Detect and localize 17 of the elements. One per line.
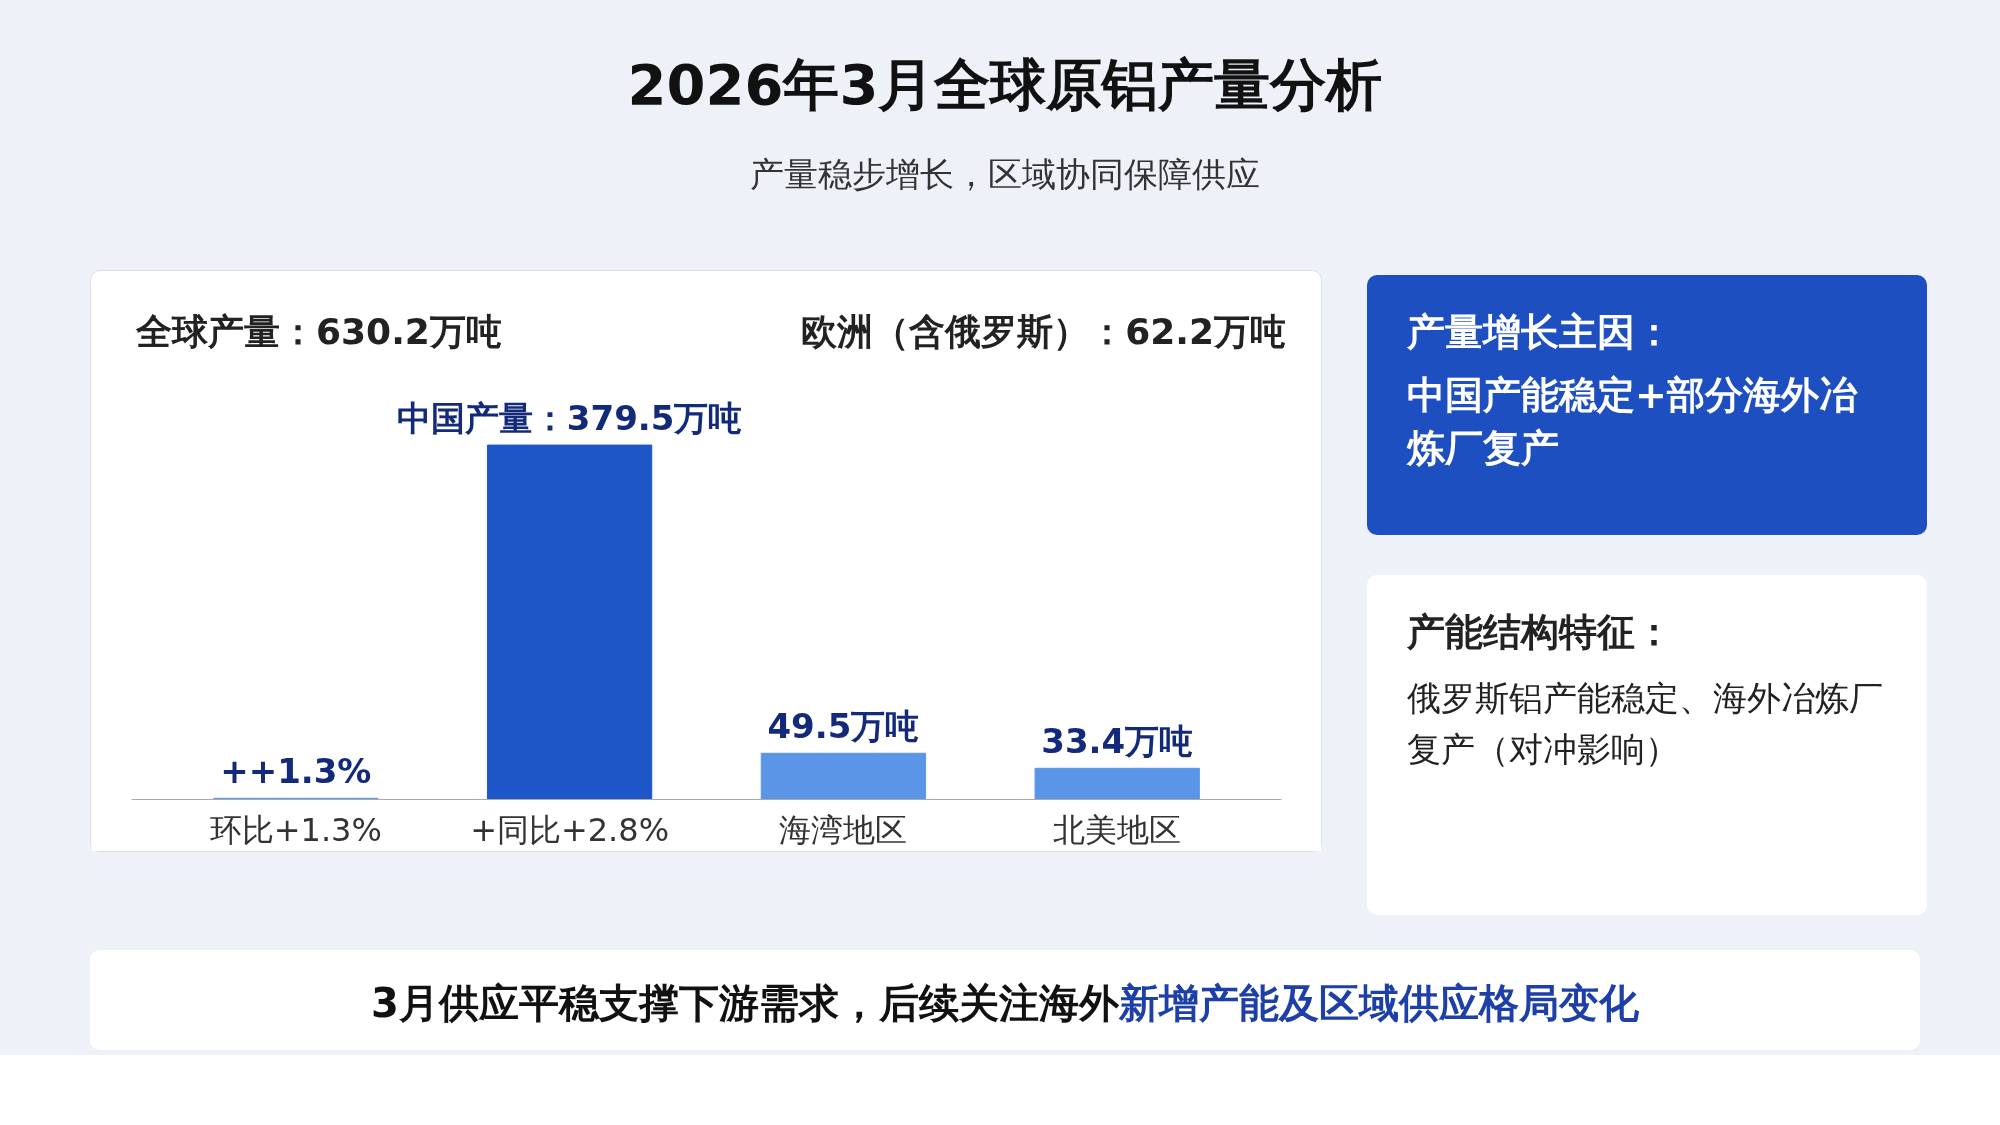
text: 全球产量：630.2万吨 (136, 310, 502, 354)
text: 产量增长主因： (1407, 309, 1674, 356)
data-label: 33.4万吨 (1041, 721, 1194, 762)
x-tick-label: 环比+1.3% (209, 810, 382, 849)
data-label: 49.5万吨 (767, 706, 920, 747)
data-label: ++1.3% (220, 751, 372, 792)
chart-subtitle: 产量稳步增长，区域协同保障供应 (750, 153, 1260, 196)
data-label: 中国产量：379.5万吨 (396, 398, 743, 439)
text: 新增产能及区域供应格局变化 (1118, 980, 1639, 1026)
text: 中国产能稳定+部分海外冶炼厂复产 (1407, 372, 1859, 473)
text: 产能结构特征： (1407, 609, 1674, 656)
x-tick-label: 北美地区 (1053, 810, 1182, 849)
x-tick-label: 海湾地区 (779, 810, 908, 849)
x-tick-label: +同比+2.8% (470, 810, 670, 849)
chart-title: 2026年3月全球原铝产量分析 (627, 51, 1383, 119)
text: 俄罗斯铝产能稳定、海外冶炼厂复产（对冲影响） (1407, 677, 1884, 772)
text: 欧洲（含俄罗斯）：62.2万吨 (801, 310, 1286, 354)
